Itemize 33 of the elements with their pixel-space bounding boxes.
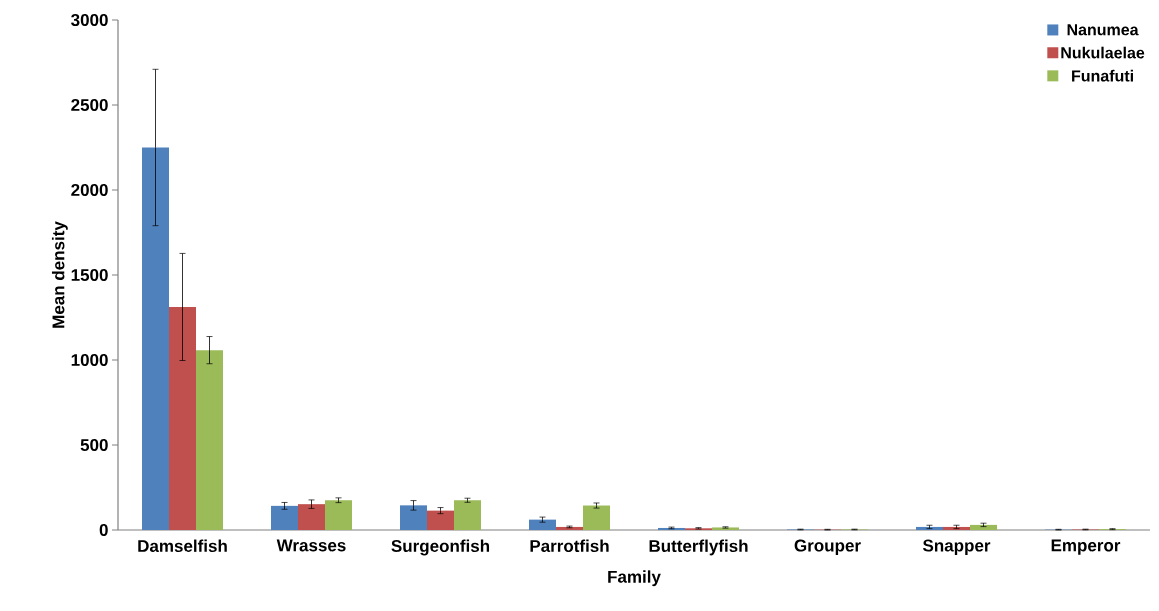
x-tick-label: Emperor: [1051, 539, 1121, 555]
x-tick-label: Butterflyfish: [649, 539, 748, 556]
bar: [169, 306, 196, 530]
y-tick-label: 1000: [71, 353, 108, 367]
bar: [196, 350, 223, 530]
y-tick-label: 500: [80, 438, 108, 452]
bar: [142, 147, 169, 530]
bar: [298, 504, 325, 530]
y-tick-label: 2500: [71, 98, 108, 112]
legend-label: Funafuti: [1072, 69, 1133, 82]
x-tick-label: Surgeonfish: [391, 539, 490, 556]
y-tick-label: 1500: [71, 268, 108, 282]
x-tick-label: Parrotfish: [530, 539, 609, 553]
bar: [271, 505, 298, 530]
bar: [583, 505, 610, 530]
bar: [427, 510, 454, 530]
bar: [556, 526, 583, 530]
bar: [400, 505, 427, 530]
y-axis-title: Mean density: [51, 221, 68, 328]
y-tick-label: 0: [99, 523, 108, 537]
x-axis-title: Family: [608, 570, 661, 587]
bar: [970, 524, 997, 530]
x-tick-label: Snapper: [922, 539, 991, 555]
legend-label: Nanumea: [1067, 24, 1139, 36]
x-tick-label: Damselfish: [138, 539, 227, 553]
x-tick-label: Wrasses: [276, 539, 346, 552]
x-tick-label: Grouper: [794, 539, 861, 555]
legend-label: Nukulaelae: [1061, 46, 1145, 59]
bar: [529, 519, 556, 530]
y-tick-label: 2000: [71, 183, 108, 197]
y-tick-label: 3000: [71, 13, 108, 27]
bar: [325, 500, 352, 530]
bar: [454, 500, 481, 530]
